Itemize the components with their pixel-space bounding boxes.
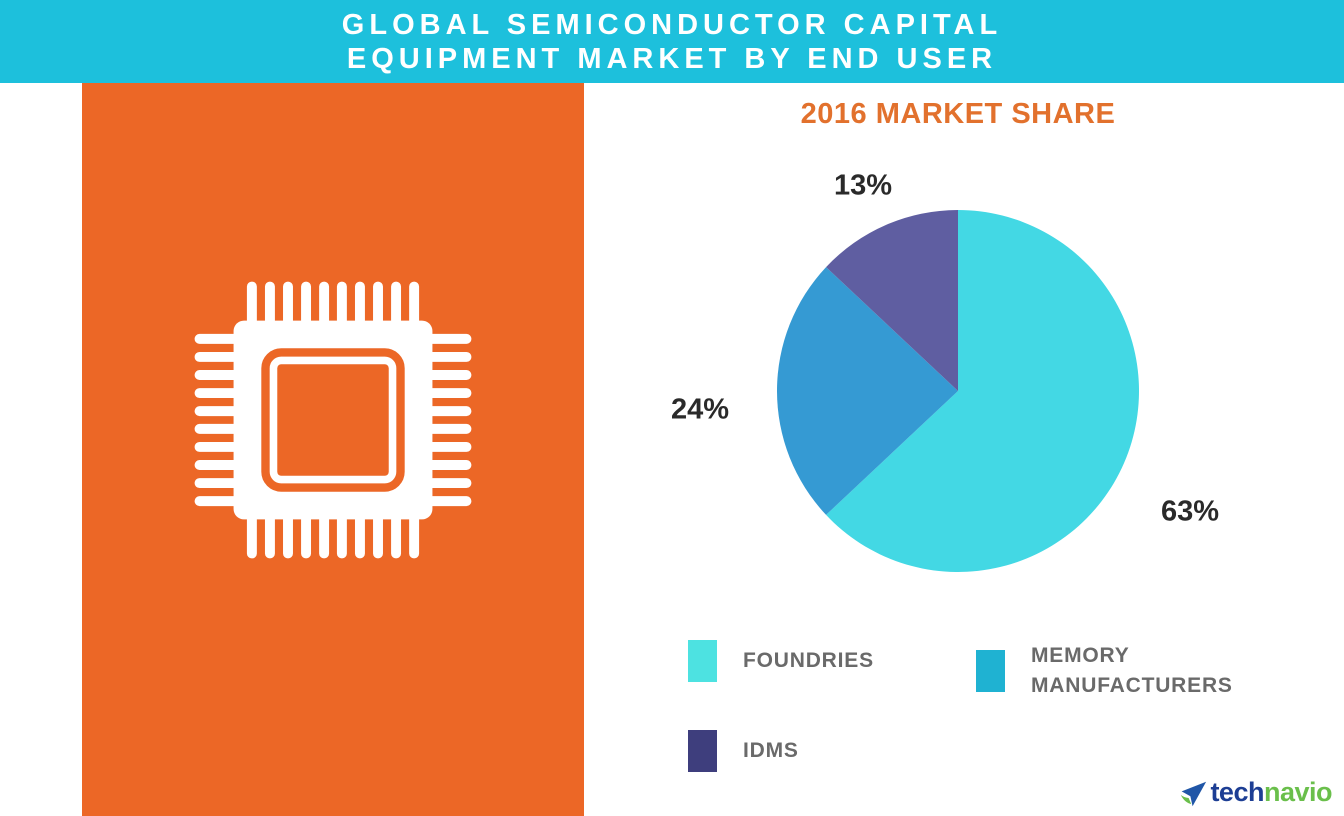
pie-slice-idms — [826, 210, 958, 391]
legend-swatch-foundries — [688, 640, 717, 682]
chip-panel — [82, 83, 584, 816]
header-banner: GLOBAL SEMICONDUCTOR CAPITAL EQUIPMENT M… — [0, 0, 1344, 83]
legend-label-memory-line2: MANUFACTURERS — [1031, 674, 1233, 697]
pie-slice-foundries — [826, 210, 1139, 572]
pie-value-label-foundries: 63% — [1160, 495, 1220, 528]
page-title-line2: EQUIPMENT MARKET BY END USER — [346, 42, 998, 75]
microchip-icon — [194, 281, 472, 559]
pie-value-label-memory-manufacturers: 24% — [670, 393, 730, 426]
chart-title: 2016 MARKET SHARE — [800, 98, 1116, 130]
technavio-arrow-icon — [1181, 781, 1207, 807]
technavio-logo: tech navio — [1179, 776, 1333, 808]
pie-chart — [777, 210, 1139, 572]
pie-value-label-idms: 13% — [833, 169, 893, 202]
logo-text-tech: tech — [1210, 777, 1264, 807]
legend-label-memory-line1: MEMORY — [1031, 644, 1130, 667]
logo-text-navio: navio — [1263, 777, 1333, 807]
legend-item-memory-manufacturers: MEMORY MANUFACTURERS — [976, 641, 1233, 701]
legend-item-foundries: FOUNDRIES — [688, 640, 874, 682]
legend-item-idms: IDMS — [688, 730, 799, 772]
pie-slice-memory-manufacturers — [777, 267, 958, 515]
legend-label-memory-manufacturers: MEMORY MANUFACTURERS — [1031, 641, 1233, 701]
legend-label-idms: IDMS — [743, 739, 799, 762]
page-title-line1: GLOBAL SEMICONDUCTOR CAPITAL — [341, 8, 1003, 41]
legend-swatch-memory-manufacturers — [976, 650, 1005, 692]
legend-label-foundries: FOUNDRIES — [743, 649, 874, 672]
legend-swatch-idms — [688, 730, 717, 772]
